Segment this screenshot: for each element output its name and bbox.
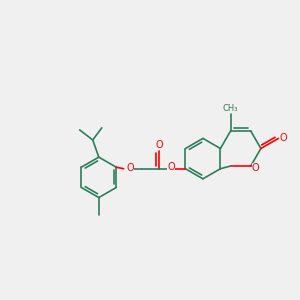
Text: O: O: [167, 162, 175, 172]
Text: O: O: [280, 134, 287, 143]
Text: O: O: [252, 163, 259, 172]
Text: CH₃: CH₃: [223, 104, 238, 113]
Text: O: O: [155, 140, 163, 150]
Text: O: O: [127, 163, 134, 172]
